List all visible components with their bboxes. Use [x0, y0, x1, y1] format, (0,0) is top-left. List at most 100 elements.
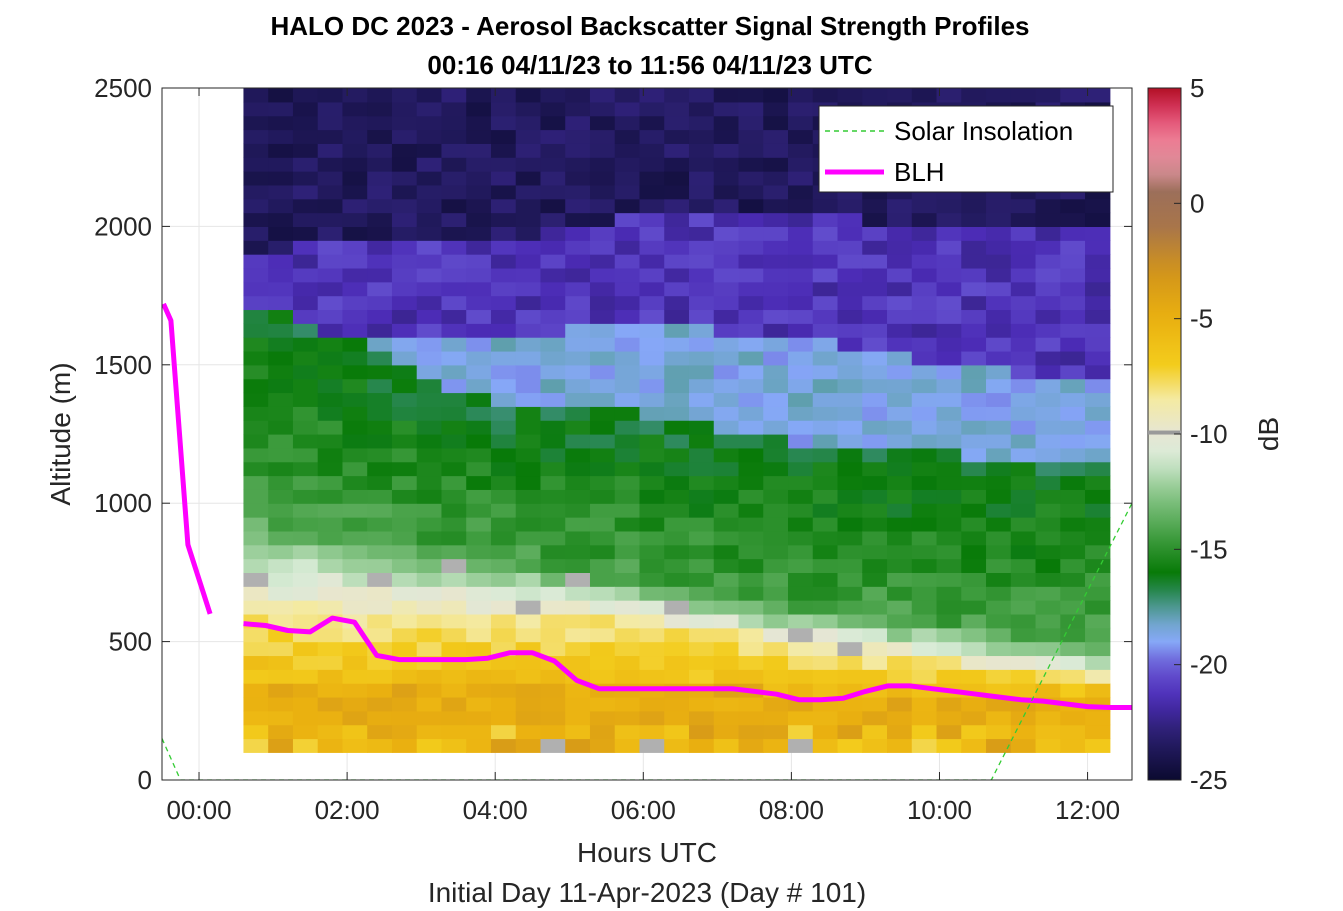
heatmap-cell [713, 295, 740, 311]
heatmap-cell [540, 434, 566, 449]
heatmap-cell [788, 240, 814, 255]
heatmap-cell [292, 88, 319, 103]
heatmap-cell [441, 157, 467, 172]
heatmap-cell [441, 295, 467, 311]
heatmap-cell [1010, 489, 1037, 504]
heatmap-cell [1060, 544, 1086, 560]
heatmap-cell [961, 503, 987, 518]
heatmap-cell [986, 212, 1012, 227]
heatmap-cell [441, 240, 467, 255]
heatmap-cell [788, 337, 814, 352]
heatmap-cell [812, 295, 839, 311]
heatmap-cell [416, 434, 443, 449]
heatmap-cell [986, 738, 1012, 753]
heatmap-cell [763, 212, 789, 227]
heatmap-cell [738, 655, 764, 670]
heatmap-cell [441, 544, 467, 560]
heatmap-cell [565, 586, 591, 601]
heatmap-cell [342, 406, 368, 421]
heatmap-cell [788, 558, 814, 573]
heatmap-cell [936, 461, 962, 477]
heatmap-cell [292, 198, 319, 214]
heatmap-cell [887, 627, 913, 643]
heatmap-cell [565, 420, 591, 435]
heatmap-cell [961, 655, 987, 670]
heatmap-cell [713, 489, 740, 504]
heatmap-cell [1035, 447, 1061, 463]
heatmap-cell [713, 184, 740, 200]
heatmap-cell [268, 267, 294, 283]
heatmap-cell [515, 683, 542, 698]
heatmap-cell [1060, 447, 1086, 463]
heatmap-cell [1035, 406, 1061, 421]
heatmap-cell [565, 198, 591, 214]
heatmap-cell [317, 558, 344, 573]
heatmap-cell [589, 613, 616, 629]
heatmap-cell [738, 724, 764, 740]
heatmap-cell [862, 337, 888, 352]
heatmap-cell [367, 392, 393, 407]
heatmap-cell [936, 655, 962, 670]
heatmap-cell [639, 337, 665, 352]
heatmap-cell [713, 88, 740, 103]
heatmap-cell [292, 420, 319, 435]
y-tick-label-2: 1000 [94, 488, 152, 518]
heatmap-cell [763, 710, 789, 726]
heatmap-cell [639, 724, 665, 740]
heatmap-cell [961, 198, 987, 214]
heatmap-cell [688, 115, 715, 131]
heatmap-cell [887, 420, 913, 435]
heatmap-cell [837, 420, 863, 435]
x-tick-label-6: 12:00 [1055, 795, 1120, 825]
heatmap-cell [738, 710, 764, 726]
heatmap-cell [1010, 267, 1037, 283]
heatmap-cell [466, 420, 492, 435]
heatmap-cell [1085, 406, 1111, 421]
heatmap-cell [515, 101, 542, 117]
heatmap-cell [788, 184, 814, 200]
heatmap-cell [986, 434, 1012, 449]
heatmap-cell [986, 600, 1012, 615]
heatmap-cell [639, 641, 665, 657]
heatmap-cell [1010, 392, 1037, 407]
heatmap-cell [441, 586, 467, 601]
heatmap-cell [738, 88, 764, 103]
heatmap-cell [1035, 572, 1061, 587]
heatmap-cell [1035, 475, 1061, 490]
heatmap-cell [614, 226, 641, 241]
heatmap-cell [738, 295, 764, 311]
heatmap-cell [540, 198, 566, 214]
heatmap-cell [342, 710, 368, 726]
heatmap-cell [243, 392, 269, 407]
heatmap-cell [367, 600, 393, 615]
heatmap-cell [342, 738, 368, 753]
heatmap-cell [936, 198, 962, 214]
heatmap-cell [367, 129, 393, 144]
heatmap-cell [1085, 503, 1111, 518]
heatmap-cell [639, 475, 665, 490]
heatmap-cell [268, 184, 294, 200]
heatmap-cell [268, 503, 294, 518]
heatmap-cell [441, 724, 467, 740]
heatmap-cell [887, 240, 913, 255]
heatmap-cell [367, 364, 393, 380]
heatmap-cell [391, 364, 418, 380]
heatmap-cell [243, 115, 269, 131]
heatmap-cell [367, 586, 393, 601]
heatmap-cell [763, 461, 789, 477]
heatmap-cell [515, 392, 542, 407]
heatmap-cell [317, 447, 344, 463]
heatmap-cell [490, 226, 517, 241]
heatmap-cell [589, 171, 616, 186]
heatmap-cell [490, 378, 517, 394]
heatmap-cell [490, 157, 517, 172]
heatmap-cell [540, 350, 566, 366]
heatmap-cell [837, 600, 863, 615]
heatmap-cell [565, 350, 591, 366]
heatmap-cell [688, 350, 715, 366]
heatmap-cell [887, 378, 913, 394]
heatmap-cell [961, 88, 987, 103]
heatmap-cell [936, 309, 962, 324]
heatmap-cell [515, 115, 542, 131]
heatmap-cell [1085, 461, 1111, 477]
